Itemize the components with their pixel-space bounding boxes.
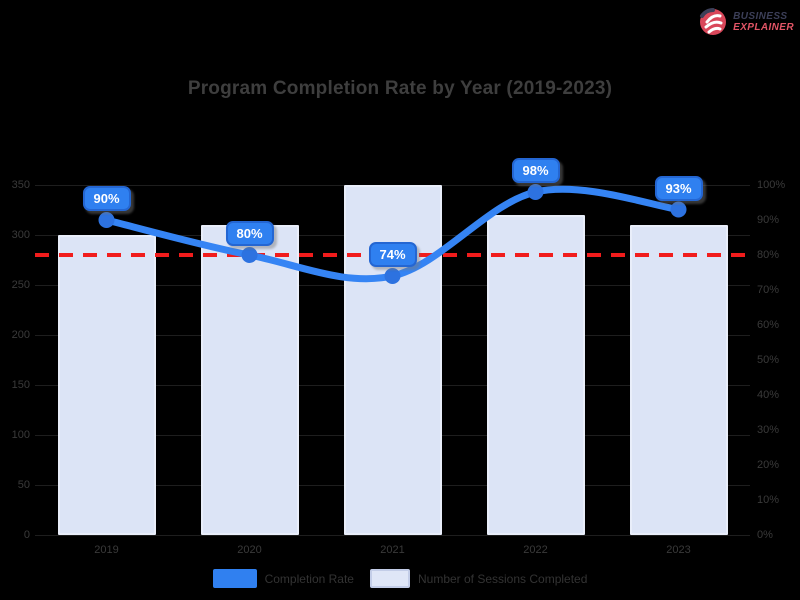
point-marker [670,201,687,218]
legend-item-sessions[interactable]: Number of Sessions Completed [369,569,588,588]
legend-label-line-series: Completion Rate [264,571,354,586]
data-point-badge: 93% [654,175,703,201]
bar [57,235,156,535]
y-axis-label-right: 80% [757,249,780,261]
y-axis-label-left: 300 [11,229,30,241]
brand-logo-icon [700,7,727,35]
data-point-badge: 74% [368,242,417,267]
y-axis-label-right: 30% [757,424,780,436]
data-point-badge: 98% [511,158,560,183]
y-axis-label-left: 100 [11,429,30,441]
x-axis-label: 2019 [94,544,119,556]
y-axis-label-right: 0% [757,529,773,541]
y-axis-label-left: 50 [17,479,30,491]
x-axis-label: 2022 [523,544,548,556]
y-axis-label-right: 50% [757,354,780,366]
y-axis-label-right: 100% [757,179,786,191]
legend-item-completion-rate[interactable]: Completion Rate [212,569,354,588]
legend-swatch-line-series [212,569,257,588]
data-point-badge: 90% [82,186,131,211]
y-axis-label-left: 0 [23,529,30,541]
bar [629,225,728,535]
point-marker [527,184,544,200]
y-axis-label-left: 350 [11,179,30,191]
y-axis-label-left: 150 [11,379,30,391]
y-axis-label-left: 200 [11,329,30,341]
data-point-badge: 80% [225,221,274,246]
grid-line [35,535,750,536]
y-axis-label-right: 70% [757,284,780,296]
y-axis-label-right: 60% [757,319,780,331]
bar [200,225,299,535]
brand-logo-text-line1: BUSINESS [733,11,788,22]
x-axis-label: 2021 [380,544,405,556]
chart-title: Program Completion Rate by Year (2019-20… [187,78,613,99]
legend-label-bar-series: Number of Sessions Completed [417,571,588,586]
y-axis-label-right: 20% [757,459,780,471]
brand-logo-text-line2: EXPLAINER [733,22,794,33]
y-axis-label-right: 10% [757,494,780,506]
x-axis-label: 2020 [237,544,262,556]
point-marker [98,212,115,228]
y-axis-label-right: 90% [757,214,780,226]
bar [486,215,585,535]
legend-swatch-bar-series [369,569,410,588]
bar [343,185,442,535]
y-axis-label-right: 40% [757,389,780,401]
y-axis-label-left: 250 [11,279,30,291]
x-axis-label: 2023 [666,544,691,556]
brand-logo: BUSINESS EXPLAINER [697,6,794,38]
chart-legend: Completion Rate Number of Sessions Compl… [0,569,800,588]
